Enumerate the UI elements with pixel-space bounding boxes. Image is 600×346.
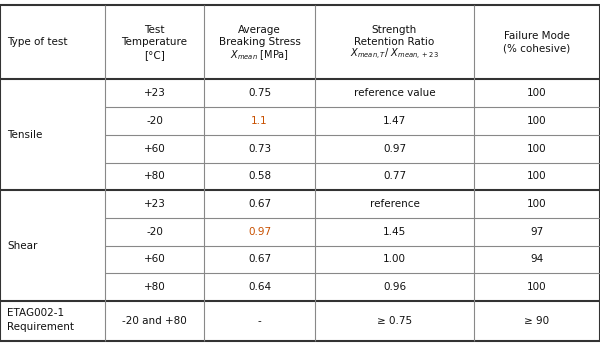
Text: 0.64: 0.64 bbox=[248, 282, 271, 292]
Text: 100: 100 bbox=[527, 88, 547, 98]
Text: $X_{mean,T}$/ $X_{mean,+23}$: $X_{mean,T}$/ $X_{mean,+23}$ bbox=[350, 47, 439, 62]
Text: +23: +23 bbox=[143, 199, 166, 209]
Text: 1.1: 1.1 bbox=[251, 116, 268, 126]
Text: Shear: Shear bbox=[7, 240, 38, 251]
Text: +80: +80 bbox=[143, 171, 166, 181]
Text: Strength: Strength bbox=[372, 25, 417, 35]
Text: Temperature: Temperature bbox=[121, 37, 187, 47]
Text: 0.77: 0.77 bbox=[383, 171, 406, 181]
Text: +23: +23 bbox=[143, 88, 166, 98]
Text: 100: 100 bbox=[527, 144, 547, 154]
Text: [°C]: [°C] bbox=[144, 50, 165, 60]
Text: -20: -20 bbox=[146, 116, 163, 126]
Text: 0.97: 0.97 bbox=[383, 144, 406, 154]
Text: ≥ 0.75: ≥ 0.75 bbox=[377, 316, 412, 326]
Text: Failure Mode: Failure Mode bbox=[504, 31, 570, 41]
Text: Tensile: Tensile bbox=[7, 130, 43, 140]
Text: 0.67: 0.67 bbox=[248, 254, 271, 264]
Text: 0.96: 0.96 bbox=[383, 282, 406, 292]
Text: 0.73: 0.73 bbox=[248, 144, 271, 154]
Text: +80: +80 bbox=[143, 282, 166, 292]
Text: Breaking Stress: Breaking Stress bbox=[218, 37, 301, 47]
Text: -20: -20 bbox=[146, 227, 163, 237]
Text: +60: +60 bbox=[143, 254, 166, 264]
Text: Type of test: Type of test bbox=[7, 37, 68, 47]
Text: 0.58: 0.58 bbox=[248, 171, 271, 181]
Text: 94: 94 bbox=[530, 254, 544, 264]
Text: 100: 100 bbox=[527, 282, 547, 292]
Text: -: - bbox=[257, 316, 262, 326]
Text: Retention Ratio: Retention Ratio bbox=[355, 37, 434, 47]
Text: 100: 100 bbox=[527, 199, 547, 209]
Text: 0.67: 0.67 bbox=[248, 199, 271, 209]
Text: $X_{mean}$ [MPa]: $X_{mean}$ [MPa] bbox=[230, 48, 289, 62]
Text: 0.75: 0.75 bbox=[248, 88, 271, 98]
Text: 97: 97 bbox=[530, 227, 544, 237]
Text: 1.45: 1.45 bbox=[383, 227, 406, 237]
Text: 1.47: 1.47 bbox=[383, 116, 406, 126]
Text: ≥ 90: ≥ 90 bbox=[524, 316, 550, 326]
Text: reference value: reference value bbox=[353, 88, 436, 98]
Text: Requirement: Requirement bbox=[7, 322, 74, 332]
Text: (% cohesive): (% cohesive) bbox=[503, 44, 571, 54]
Text: reference: reference bbox=[370, 199, 419, 209]
Text: Average: Average bbox=[238, 25, 281, 35]
Text: 1.00: 1.00 bbox=[383, 254, 406, 264]
Text: ETAG002-1: ETAG002-1 bbox=[7, 308, 64, 318]
Text: +60: +60 bbox=[143, 144, 166, 154]
Text: 100: 100 bbox=[527, 171, 547, 181]
Text: Test: Test bbox=[144, 25, 165, 35]
Text: 0.97: 0.97 bbox=[248, 227, 271, 237]
Text: -20 and +80: -20 and +80 bbox=[122, 316, 187, 326]
Text: 100: 100 bbox=[527, 116, 547, 126]
